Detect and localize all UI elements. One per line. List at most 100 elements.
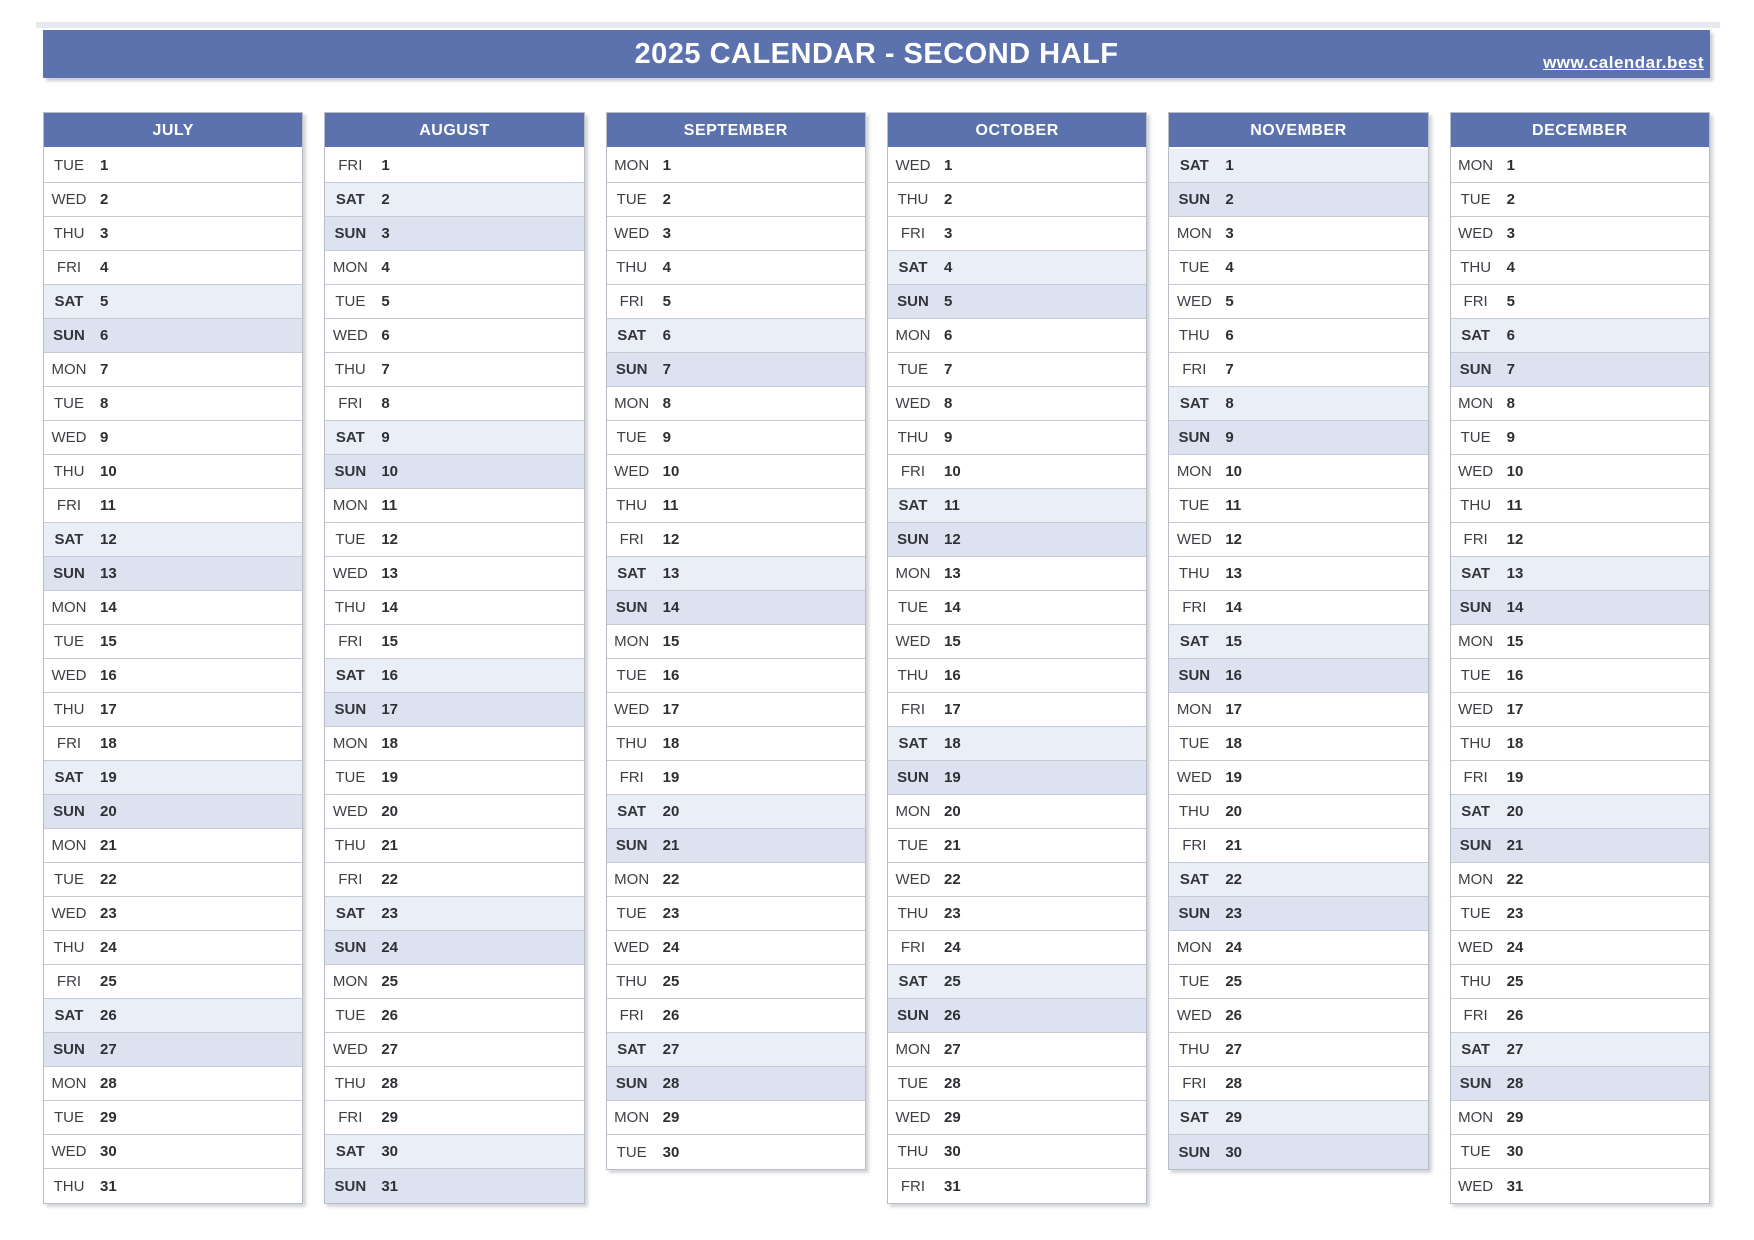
day-of-week-label: MON bbox=[614, 395, 650, 412]
day-row: SUN 30 bbox=[1169, 1135, 1428, 1169]
day-number: 10 bbox=[943, 463, 961, 480]
day-row: SAT 13 bbox=[606, 557, 865, 591]
day-row: THU 30 bbox=[887, 1135, 1147, 1169]
day-number: 21 bbox=[381, 837, 399, 854]
month-column-october: OCTOBER WED 1 THU 2 FRI 3 SAT 4 SUN 5 MO… bbox=[886, 112, 1148, 1204]
day-row: THU 28 bbox=[325, 1067, 584, 1101]
day-number: 17 bbox=[381, 701, 399, 718]
day-row: WED 31 bbox=[1450, 1169, 1709, 1203]
day-number: 22 bbox=[662, 871, 680, 888]
day-number: 28 bbox=[381, 1075, 399, 1092]
day-of-week-label: TUE bbox=[54, 633, 84, 650]
day-row: MON 22 bbox=[606, 863, 865, 897]
day-of-week-label: THU bbox=[1460, 497, 1492, 514]
day-row: SAT 6 bbox=[606, 319, 865, 353]
day-of-week-label: WED bbox=[332, 327, 368, 344]
day-of-week-label: TUE bbox=[616, 667, 647, 684]
day-of-week-label: THU bbox=[53, 463, 85, 480]
day-number: 11 bbox=[943, 497, 960, 514]
day-of-week-label: THU bbox=[334, 361, 366, 378]
day-row: SUN 9 bbox=[1169, 421, 1428, 455]
day-row: THU 11 bbox=[606, 489, 865, 523]
day-number: 1 bbox=[1225, 157, 1234, 174]
day-row: FRI 24 bbox=[887, 931, 1147, 965]
day-row: TUE 30 bbox=[1450, 1135, 1709, 1169]
day-number: 3 bbox=[662, 225, 671, 242]
day-number: 10 bbox=[662, 463, 680, 480]
day-of-week-label: THU bbox=[616, 973, 648, 990]
day-row: TUE 16 bbox=[606, 659, 865, 693]
day-row: SUN 26 bbox=[887, 999, 1147, 1033]
day-row: TUE 9 bbox=[1450, 421, 1709, 455]
day-row: TUE 19 bbox=[325, 761, 584, 795]
day-number: 16 bbox=[1225, 667, 1242, 684]
day-number: 22 bbox=[1225, 871, 1242, 888]
day-number: 13 bbox=[100, 565, 117, 582]
day-number: 7 bbox=[100, 361, 109, 378]
month-column-july: JULY TUE 1 WED 2 THU 3 FRI 4 SAT 5 SUN 6… bbox=[43, 112, 304, 1204]
day-of-week-label: TUE bbox=[1460, 191, 1491, 208]
day-number: 28 bbox=[1506, 1075, 1524, 1092]
day-number: 19 bbox=[1225, 769, 1242, 786]
day-number: 30 bbox=[100, 1143, 117, 1160]
day-of-week-label: THU bbox=[616, 735, 648, 752]
day-of-week-label: FRI bbox=[900, 939, 926, 956]
day-row: MON 8 bbox=[606, 387, 865, 421]
day-row: SAT 27 bbox=[606, 1033, 865, 1067]
day-number: 2 bbox=[943, 191, 953, 208]
day-number: 28 bbox=[1225, 1075, 1242, 1092]
day-row: FRI 12 bbox=[1450, 523, 1709, 557]
day-of-week-label: FRI bbox=[338, 871, 363, 888]
day-of-week-label: THU bbox=[616, 259, 648, 276]
day-row: WED 17 bbox=[606, 693, 865, 727]
day-number: 4 bbox=[943, 259, 953, 276]
day-of-week-label: MON bbox=[614, 871, 650, 888]
day-number: 27 bbox=[100, 1041, 117, 1058]
day-of-week-label: MON bbox=[1176, 701, 1212, 718]
day-number: 19 bbox=[943, 769, 961, 786]
day-of-week-label: SAT bbox=[617, 803, 647, 820]
day-of-week-label: MON bbox=[332, 259, 368, 276]
day-row: WED 12 bbox=[1169, 523, 1428, 557]
day-of-week-label: SAT bbox=[335, 1143, 365, 1160]
day-number: 6 bbox=[1225, 327, 1234, 344]
day-of-week-label: SAT bbox=[898, 735, 928, 752]
day-row: TUE 23 bbox=[1450, 897, 1709, 931]
day-of-week-label: SUN bbox=[334, 463, 367, 480]
day-number: 2 bbox=[100, 191, 109, 208]
day-row: SAT 18 bbox=[887, 727, 1147, 761]
day-row: FRI 21 bbox=[1169, 829, 1428, 863]
day-row: MON 7 bbox=[44, 353, 303, 387]
day-number: 10 bbox=[100, 463, 117, 480]
day-row: SAT 9 bbox=[325, 421, 584, 455]
day-row: THU 11 bbox=[1450, 489, 1709, 523]
day-of-week-label: SAT bbox=[617, 1041, 647, 1058]
day-row: MON 13 bbox=[887, 557, 1147, 591]
day-of-week-label: SAT bbox=[335, 191, 365, 208]
day-row: THU 31 bbox=[44, 1169, 303, 1203]
day-of-week-label: MON bbox=[1176, 225, 1212, 242]
day-number: 12 bbox=[381, 531, 399, 548]
day-row: SUN 28 bbox=[606, 1067, 865, 1101]
day-row: SAT 25 bbox=[887, 965, 1147, 999]
day-row: MON 20 bbox=[887, 795, 1147, 829]
day-of-week-label: MON bbox=[1176, 939, 1212, 956]
day-of-week-label: THU bbox=[1460, 973, 1492, 990]
day-number: 26 bbox=[100, 1007, 117, 1024]
day-number: 14 bbox=[943, 599, 961, 616]
day-number: 9 bbox=[1225, 429, 1234, 446]
day-of-week-label: WED bbox=[51, 429, 87, 446]
day-number: 31 bbox=[381, 1177, 399, 1195]
day-number: 29 bbox=[943, 1109, 961, 1126]
month-column-august: AUGUST FRI 1 SAT 2 SUN 3 MON 4 TUE 5 WED… bbox=[324, 112, 585, 1204]
website-link[interactable]: www.calendar.best bbox=[1543, 53, 1704, 72]
day-of-week-label: TUE bbox=[335, 531, 366, 548]
day-of-week-label: SAT bbox=[54, 1007, 84, 1024]
day-row: FRI 8 bbox=[325, 387, 584, 421]
day-row: SUN 21 bbox=[1450, 829, 1709, 863]
day-number: 7 bbox=[1506, 361, 1515, 378]
day-row: FRI 19 bbox=[1450, 761, 1709, 795]
day-row: FRI 4 bbox=[44, 251, 303, 285]
day-of-week-label: MON bbox=[895, 1041, 931, 1058]
day-of-week-label: FRI bbox=[900, 463, 926, 480]
